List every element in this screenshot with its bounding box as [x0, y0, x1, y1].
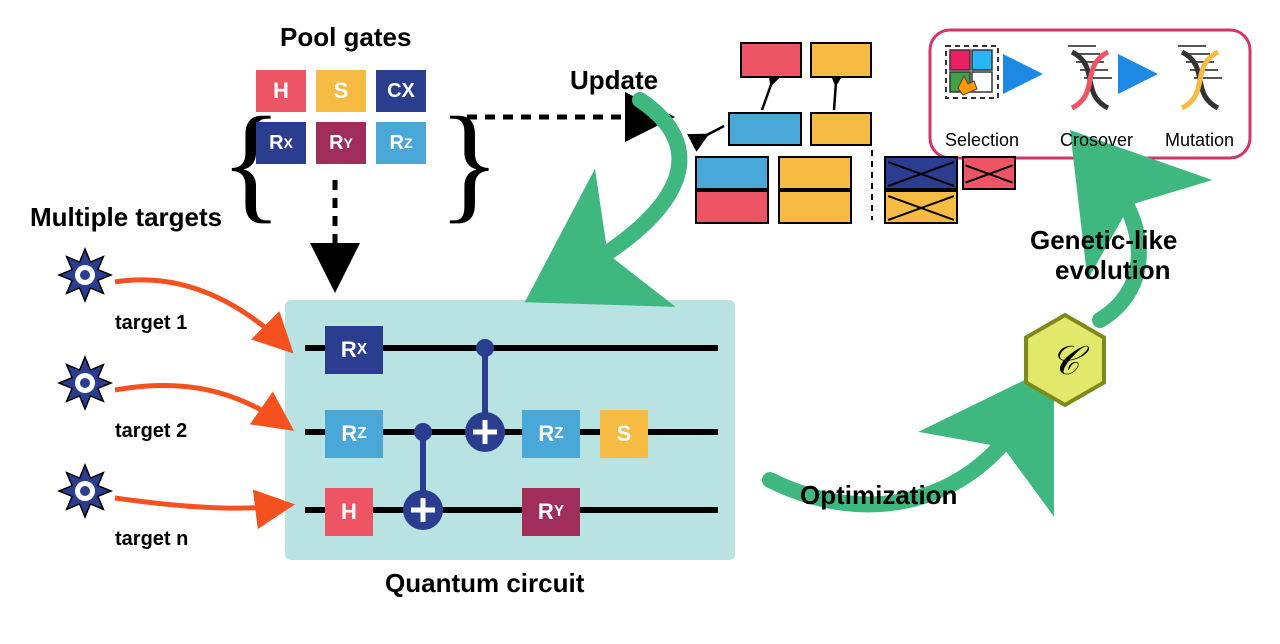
- label-selection: Selection: [945, 130, 1019, 151]
- population-rect-4: [695, 156, 769, 190]
- pool-gates-5: RZ: [376, 122, 426, 164]
- population-rect-1: [810, 42, 872, 78]
- label-mutation: Mutation: [1165, 130, 1234, 151]
- label-target1: target 1: [115, 312, 187, 335]
- circuit-gates-1: RZ: [325, 410, 383, 458]
- label-crosover: Crosover: [1060, 130, 1133, 151]
- label-optimization: Optimization: [800, 480, 957, 511]
- circuit-gates-5: S: [600, 410, 648, 458]
- circuit-gates-4: RY: [522, 488, 580, 536]
- label-genetic: Genetic-like: [1030, 225, 1177, 256]
- pool-gates-4: RY: [316, 122, 366, 164]
- population-rect-0: [740, 42, 802, 78]
- label-pool_gates: Pool gates: [280, 22, 411, 53]
- population-rect-8: [884, 156, 958, 190]
- circuit-gates-0: RX: [325, 326, 383, 374]
- svg-layer: 𝒞: [0, 0, 1280, 644]
- population-rect-5: [778, 156, 852, 190]
- pool-gates-2: CX: [376, 70, 426, 112]
- label-target2: target 2: [115, 420, 187, 443]
- population-rect-3: [810, 112, 872, 146]
- population-rect-6: [695, 190, 769, 224]
- circuit-gates-3: RZ: [522, 410, 580, 458]
- label-quantum_circuit: Quantum circuit: [385, 568, 584, 599]
- pool-gates-1: S: [316, 70, 366, 112]
- pool-gates-3: RX: [256, 122, 306, 164]
- pool-gates-0: H: [256, 70, 306, 112]
- label-targetn: target n: [115, 528, 188, 551]
- population-rect-7: [778, 190, 852, 224]
- population-rect-10: [884, 190, 958, 224]
- label-update: Update: [570, 65, 658, 96]
- label-evolution: evolution: [1055, 255, 1171, 286]
- population-rect-2: [728, 112, 802, 146]
- population-rect-9: [962, 156, 1016, 190]
- label-multiple_targets: Multiple targets: [30, 202, 222, 233]
- circuit-gates-2: H: [325, 488, 373, 536]
